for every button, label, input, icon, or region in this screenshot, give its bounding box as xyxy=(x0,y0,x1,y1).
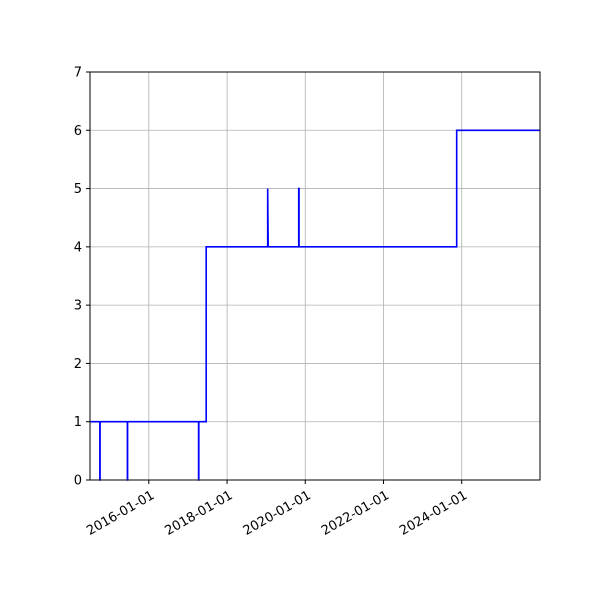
axes-frame xyxy=(89,71,541,481)
y-tick-label: 3 xyxy=(74,299,82,314)
y-tick-label: 7 xyxy=(74,66,82,81)
y-tick-label: 5 xyxy=(74,182,82,197)
plot-area xyxy=(90,72,540,480)
series-layer xyxy=(90,129,540,481)
y-tick-label: 6 xyxy=(74,124,82,139)
y-axis: 0 1 2 3 4 5 6 7 xyxy=(74,66,90,489)
y-tick-label: 4 xyxy=(74,240,82,255)
y-tick-label: 1 xyxy=(74,415,82,430)
series-line xyxy=(90,129,540,481)
y-tick-label: 0 xyxy=(74,474,82,489)
y-tick-label: 2 xyxy=(74,357,82,372)
